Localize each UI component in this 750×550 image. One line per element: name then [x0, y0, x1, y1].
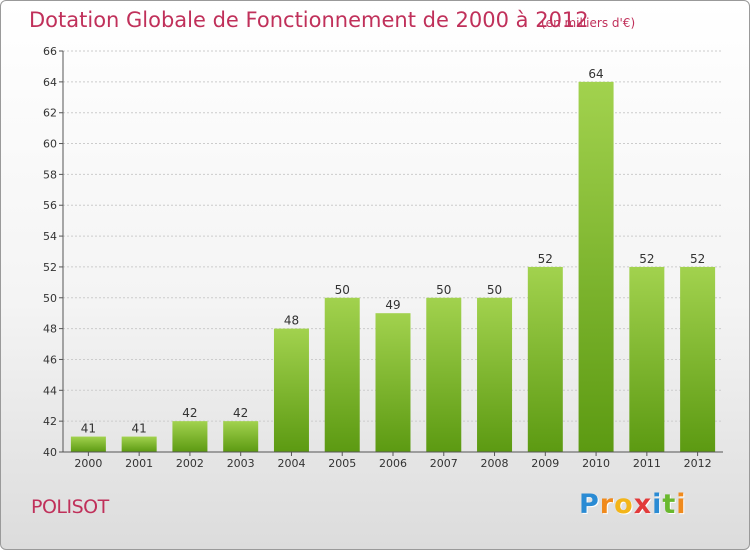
y-axis-ticks: 40 42 44 46 48 50 52 54 56 58 60 62 64 66 [43, 45, 63, 459]
bar-2009 [527, 266, 563, 452]
bar-2010 [578, 81, 614, 452]
value-labels: 41 41 42 42 48 50 49 50 50 52 64 52 52 [81, 67, 706, 436]
x-axis-ticks: 2000 2001 2002 2003 2004 2005 2006 2007 2008 2009… [74, 452, 712, 470]
y-tick-label: 66 [43, 45, 57, 58]
value-label: 50 [436, 283, 451, 297]
commune-name: POLISOT [31, 496, 109, 518]
x-tick-label: 2005 [328, 457, 356, 470]
bar-2008 [477, 297, 513, 452]
value-label: 52 [690, 252, 705, 266]
y-tick-label: 54 [43, 230, 57, 243]
y-tick-label: 42 [43, 415, 57, 428]
x-tick-label: 2002 [176, 457, 204, 470]
value-label: 50 [487, 283, 502, 297]
y-tick-label: 50 [43, 292, 57, 305]
y-tick-label: 40 [43, 446, 57, 459]
x-tick-label: 2008 [481, 457, 509, 470]
x-tick-label: 2009 [531, 457, 559, 470]
bar-2002 [172, 421, 208, 452]
x-tick-label: 2011 [633, 457, 661, 470]
logo-letter: P [579, 489, 600, 520]
bar-2006 [375, 313, 411, 452]
y-tick-label: 60 [43, 138, 57, 151]
x-tick-label: 2010 [582, 457, 610, 470]
bar-2003 [223, 421, 259, 452]
x-tick-label: 2001 [125, 457, 153, 470]
value-label: 48 [284, 314, 299, 328]
y-tick-label: 44 [43, 384, 57, 397]
y-tick-label: 56 [43, 199, 57, 212]
logo-letter: o [614, 489, 634, 520]
logo-letter: i [652, 489, 663, 520]
bar-2001 [121, 436, 157, 452]
x-tick-label: 2006 [379, 457, 407, 470]
y-tick-label: 48 [43, 323, 57, 336]
y-tick-label: 64 [43, 76, 57, 89]
y-tick-label: 52 [43, 261, 57, 274]
value-label: 42 [182, 406, 197, 420]
bar-2005 [324, 297, 360, 452]
x-tick-label: 2004 [277, 457, 305, 470]
chart-subtitle: (en milliers d'€) [541, 16, 636, 30]
logo-letter: r [599, 489, 615, 520]
logo-letter: i [676, 489, 687, 520]
x-tick-label: 2003 [227, 457, 255, 470]
bars [70, 81, 716, 452]
bar-2011 [629, 266, 665, 452]
x-tick-label: 2007 [430, 457, 458, 470]
value-label: 41 [81, 422, 96, 436]
y-tick-label: 46 [43, 353, 57, 366]
x-tick-label: 2012 [684, 457, 712, 470]
value-label: 49 [385, 298, 400, 312]
value-label: 42 [233, 406, 248, 420]
value-label: 64 [588, 67, 603, 81]
bar-2012 [680, 266, 716, 452]
bar-2007 [426, 297, 462, 452]
value-label: 41 [132, 422, 147, 436]
proxiti-logo: Proxiti [579, 489, 687, 520]
value-label: 52 [639, 252, 654, 266]
y-tick-label: 58 [43, 168, 57, 181]
y-tick-label: 62 [43, 107, 57, 120]
bar-chart: 40 42 44 46 48 50 52 54 56 58 60 62 64 66 41 41 42 42 48 5… [43, 45, 723, 470]
value-label: 50 [335, 283, 350, 297]
bar-2000 [70, 436, 106, 452]
chart-title: Dotation Globale de Fonctionnement de 20… [29, 8, 589, 32]
logo-letter: t [662, 489, 677, 520]
bar-2004 [273, 328, 309, 452]
value-label: 52 [538, 252, 553, 266]
logo-letter: x [633, 489, 653, 520]
x-tick-label: 2000 [74, 457, 102, 470]
